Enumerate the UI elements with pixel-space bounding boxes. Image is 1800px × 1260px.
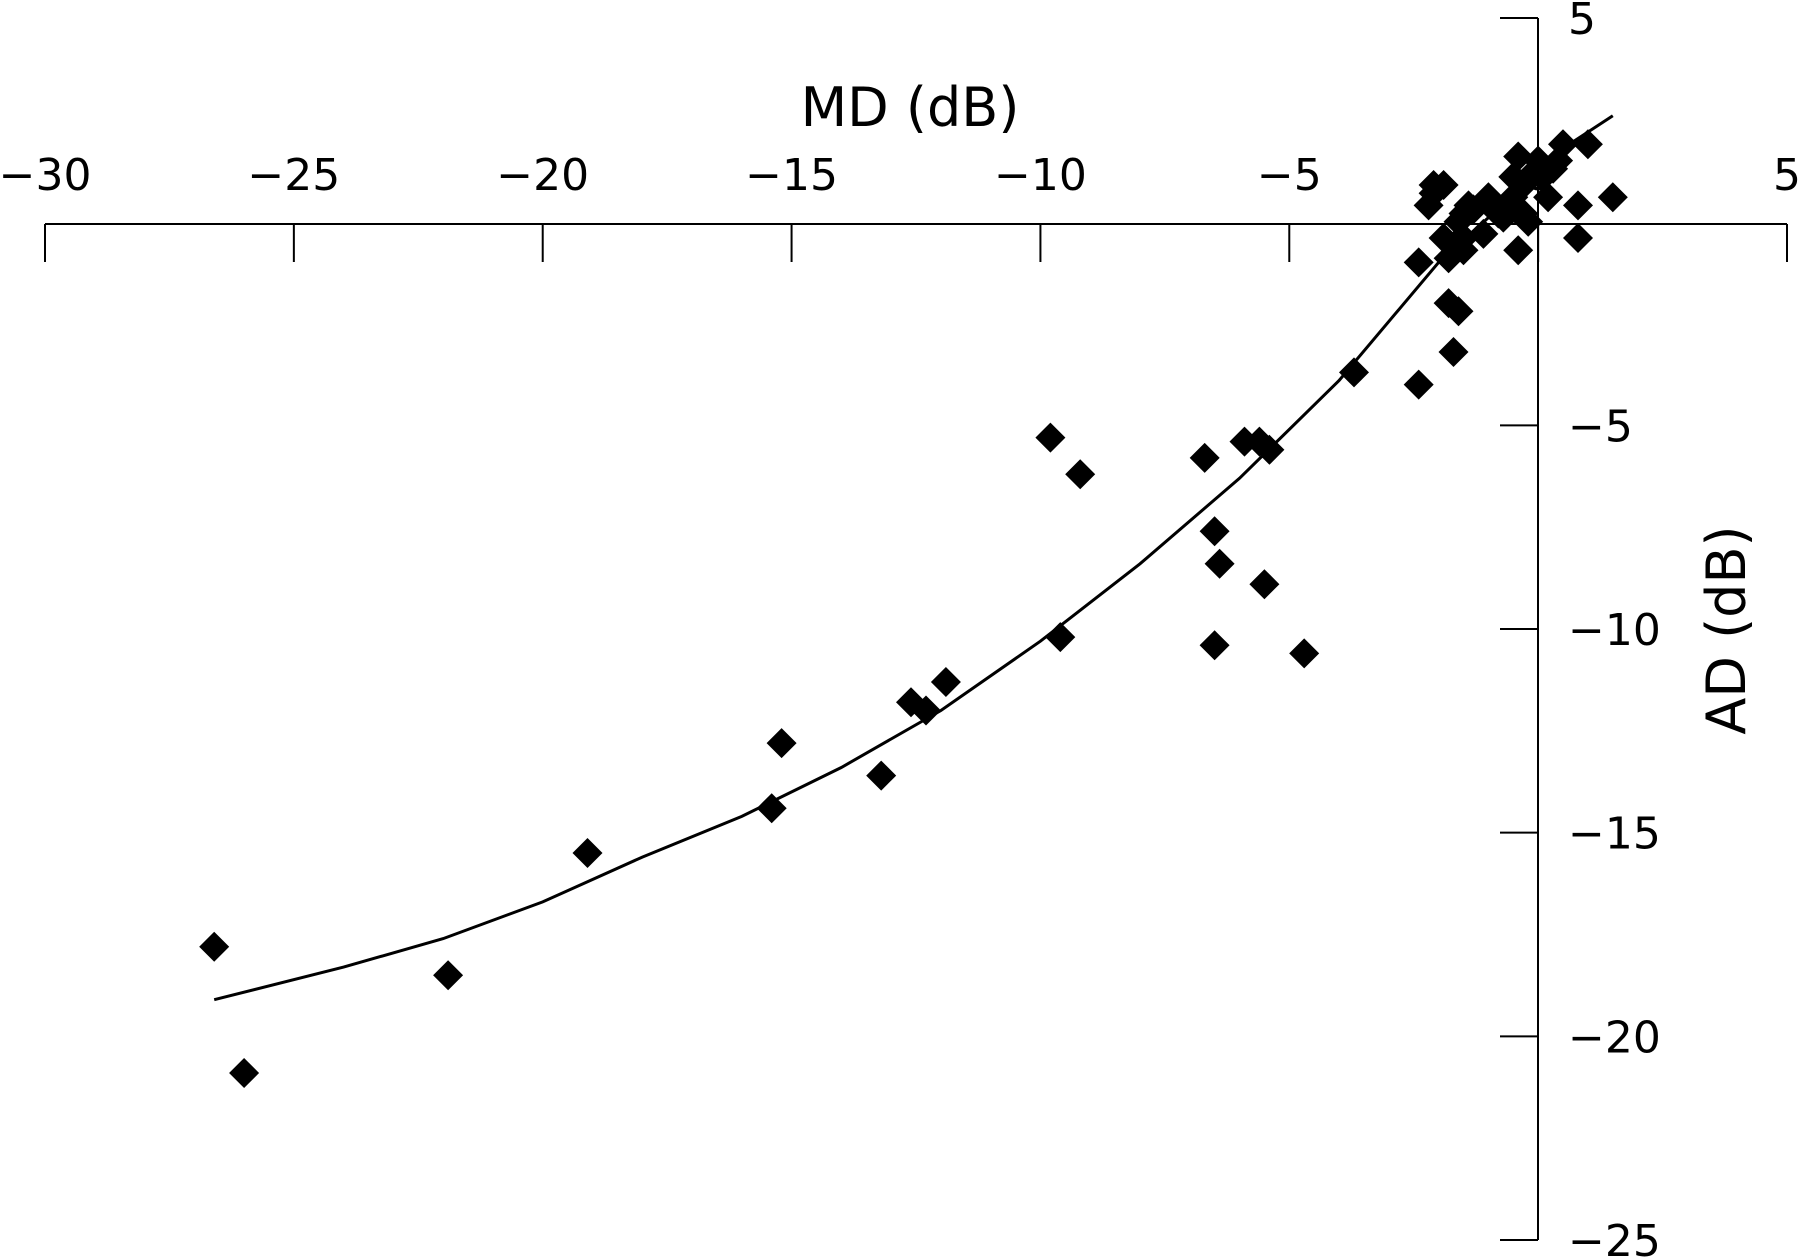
fit-curve-layer bbox=[213, 114, 1614, 1002]
data-point bbox=[1339, 357, 1369, 388]
x-tick-label: −25 bbox=[247, 150, 340, 201]
data-point bbox=[1548, 129, 1578, 160]
data-point bbox=[1428, 170, 1459, 200]
data-point bbox=[229, 1058, 260, 1088]
y-tick-label: −20 bbox=[1568, 1012, 1661, 1063]
data-point bbox=[199, 931, 230, 962]
y-axis: 5 −5 −10 −15 −20 −25 bbox=[1500, 0, 1661, 1260]
data-point bbox=[1204, 548, 1235, 579]
data-point bbox=[1513, 206, 1544, 237]
x-tick-label: −15 bbox=[745, 150, 838, 201]
data-point bbox=[1403, 369, 1434, 400]
data-point bbox=[1563, 223, 1593, 253]
y-axis-title: AD (dB) bbox=[1695, 525, 1758, 734]
data-point bbox=[1563, 190, 1593, 221]
data-point bbox=[911, 695, 941, 726]
fit-curve bbox=[213, 114, 1614, 1002]
data-point bbox=[1249, 569, 1280, 600]
data-point bbox=[1035, 422, 1066, 453]
data-point bbox=[1189, 442, 1220, 473]
data-point bbox=[1199, 630, 1230, 661]
data-point bbox=[1597, 182, 1628, 213]
x-tick-label: −10 bbox=[994, 150, 1087, 201]
data-point bbox=[1503, 235, 1534, 266]
data-point bbox=[866, 760, 897, 791]
x-tick-label: 5 bbox=[1773, 150, 1800, 201]
data-point bbox=[572, 838, 603, 868]
y-tick-label: −10 bbox=[1568, 605, 1661, 656]
y-tick-label: −15 bbox=[1568, 809, 1661, 860]
y-tick-label: −25 bbox=[1568, 1216, 1661, 1260]
data-point bbox=[1448, 235, 1479, 266]
y-tick-label: −5 bbox=[1568, 401, 1633, 452]
data-point bbox=[1289, 638, 1320, 669]
data-point bbox=[1403, 247, 1434, 278]
data-point bbox=[1572, 129, 1603, 160]
data-point bbox=[1468, 218, 1499, 249]
data-point bbox=[1503, 141, 1534, 172]
data-point bbox=[1045, 622, 1076, 653]
data-points bbox=[199, 129, 1628, 1088]
data-point bbox=[930, 667, 961, 697]
y-tick-label: 5 bbox=[1568, 0, 1596, 45]
x-tick-label: −5 bbox=[1257, 150, 1322, 201]
x-tick-label: −20 bbox=[496, 150, 589, 201]
data-point bbox=[766, 728, 797, 759]
data-point bbox=[756, 793, 787, 824]
data-point bbox=[1065, 459, 1096, 490]
data-point bbox=[1443, 296, 1474, 327]
x-tick-label: −30 bbox=[0, 150, 91, 201]
data-point bbox=[1199, 516, 1230, 547]
data-point bbox=[1254, 434, 1285, 465]
data-point bbox=[433, 960, 464, 991]
data-point bbox=[1533, 182, 1564, 213]
x-axis-title: MD (dB) bbox=[801, 76, 1020, 139]
data-point bbox=[1438, 337, 1469, 367]
